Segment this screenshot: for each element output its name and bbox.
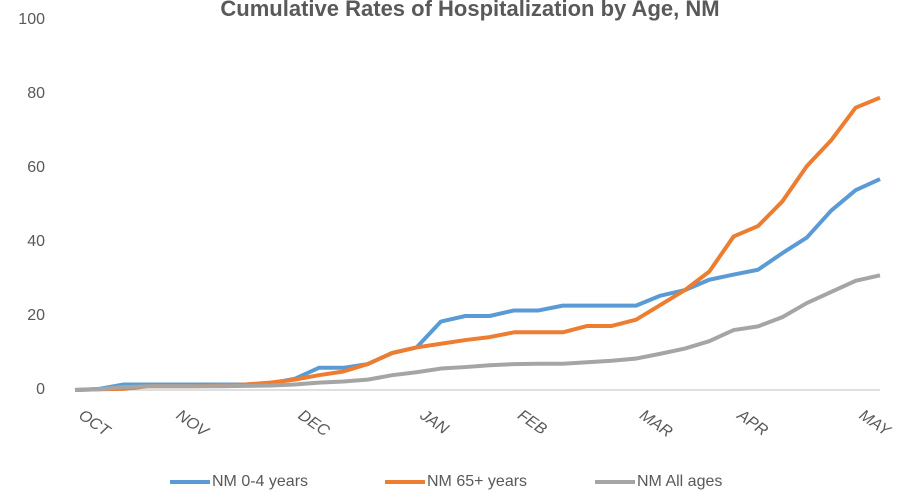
chart-title: Cumulative Rates of Hospitalization by A… <box>220 0 719 21</box>
x-tick-label: JAN <box>416 406 452 438</box>
line-series <box>74 273 881 392</box>
y-tick-label: 0 <box>36 381 45 398</box>
x-tick-label: DEC <box>295 407 333 441</box>
x-tick-label: MAR <box>636 407 675 442</box>
line-series <box>74 95 881 392</box>
x-tick-label: FEB <box>514 407 550 439</box>
x-tick-label: APR <box>733 406 771 440</box>
y-tick-label: 80 <box>27 85 45 102</box>
legend-label: NM 65+ years <box>427 473 527 490</box>
x-tick-label: MAY <box>856 407 894 441</box>
y-tick-label: 40 <box>27 233 45 250</box>
x-tick-label: NOV <box>173 407 212 442</box>
legend-label: NM 0-4 years <box>212 473 308 490</box>
y-tick-label: 100 <box>18 11 45 28</box>
legend-label: NM All ages <box>637 473 722 490</box>
y-tick-label: 20 <box>27 307 45 324</box>
y-tick-label: 60 <box>27 159 45 176</box>
line-series <box>74 177 881 392</box>
x-tick-label: OCT <box>75 407 113 441</box>
